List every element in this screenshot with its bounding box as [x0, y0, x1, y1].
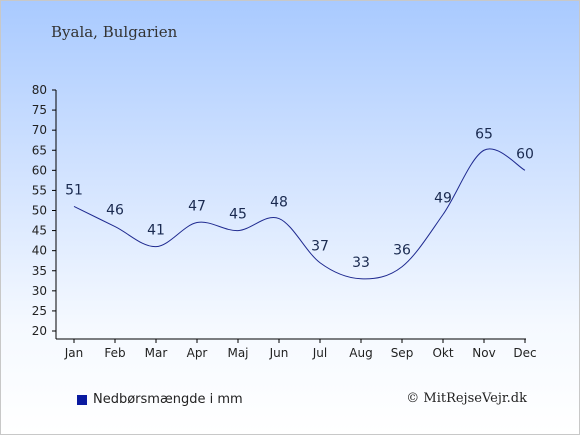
y-tick-label: 40: [32, 244, 47, 258]
x-tick-label: Sep: [391, 346, 414, 360]
series-line: [73, 148, 526, 280]
chart-series: 51 46 41 47 45 48 37 33 36 49 65 60: [65, 126, 534, 280]
data-label: 47: [188, 199, 206, 215]
data-point: [237, 230, 239, 232]
y-tick-label: 65: [32, 143, 47, 157]
copyright-text: © MitRejseVejr.dk: [406, 391, 527, 406]
data-label: 51: [65, 182, 83, 198]
x-tick-label: Nov: [472, 346, 495, 360]
y-tick-label: 60: [32, 163, 47, 177]
y-tick-label: 30: [32, 284, 47, 298]
data-label: 65: [475, 126, 493, 142]
data-label: 33: [352, 255, 370, 271]
chart-axes: 20 25 30 35 40 45 50 55 60 65 70 75 80 Jan Feb Mar Apr Ma…: [32, 83, 537, 360]
data-point: [73, 205, 75, 207]
y-tick-label: 45: [32, 224, 47, 238]
data-point: [155, 246, 157, 248]
data-point: [319, 262, 321, 264]
x-tick-label: Mar: [145, 346, 168, 360]
data-label: 48: [270, 195, 288, 211]
y-tick-label: 55: [32, 183, 47, 197]
data-point: [442, 214, 444, 216]
x-tick-label: Aug: [349, 346, 372, 360]
x-tick-label: Maj: [227, 346, 248, 360]
data-point: [196, 222, 198, 224]
legend-swatch: [77, 394, 87, 405]
data-point: [401, 266, 403, 268]
x-tick-label: Dec: [513, 346, 536, 360]
data-label: 46: [106, 203, 124, 219]
y-tick-label: 80: [32, 83, 47, 97]
y-tick-label: 50: [32, 204, 47, 218]
y-tick-label: 25: [32, 304, 47, 318]
data-label: 37: [311, 239, 329, 255]
data-label: 45: [229, 207, 247, 223]
x-tick-label: Apr: [187, 346, 208, 360]
data-point: [360, 278, 362, 280]
data-label: 36: [393, 243, 411, 259]
data-point: [483, 149, 485, 151]
y-tick-label: 35: [32, 264, 47, 278]
data-label: 49: [434, 191, 452, 207]
data-point: [114, 226, 116, 228]
x-tick-label: Jun: [269, 346, 289, 360]
data-label: 41: [147, 223, 165, 239]
x-tick-label: Jul: [312, 346, 327, 360]
data-label: 60: [516, 146, 534, 162]
x-tick-label: Jan: [64, 346, 84, 360]
chart-location-title: Byala, Bulgarien: [51, 23, 178, 41]
data-point: [524, 169, 526, 171]
chart-legend: Nedbørsmængde i mm: [77, 392, 243, 407]
legend-label: Nedbørsmængde i mm: [93, 392, 243, 407]
y-tick-label: 70: [32, 123, 47, 137]
y-tick-label: 75: [32, 103, 47, 117]
data-point: [278, 218, 280, 220]
x-tick-label: Feb: [104, 346, 125, 360]
y-tick-label: 20: [32, 324, 47, 338]
x-tick-label: Okt: [432, 346, 453, 360]
